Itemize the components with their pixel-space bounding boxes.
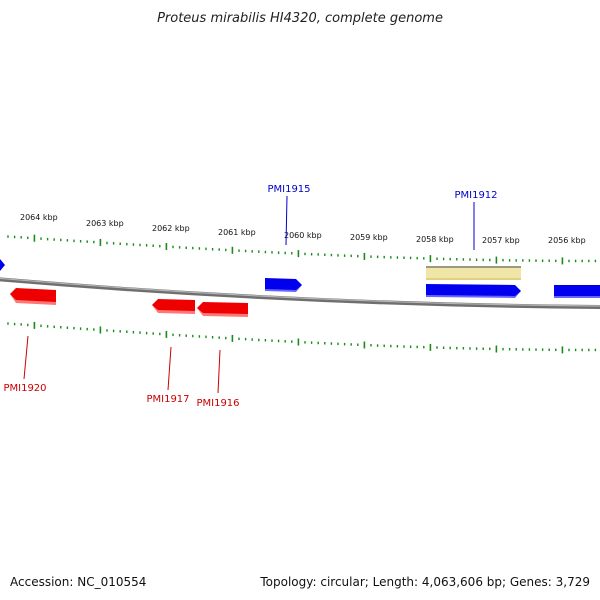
scale-label: 2057 kbp: [482, 236, 520, 245]
genome-backbone: [0, 277, 600, 309]
leader-line-pmi1917: [167, 346, 172, 391]
scale-label: 2063 kbp: [86, 219, 124, 228]
scale-label: 2059 kbp: [350, 233, 388, 242]
gene-arrow-pmi1915[interactable]: [265, 278, 302, 292]
gene-label-pmi1917[interactable]: PMI1917: [146, 394, 189, 405]
scale-labels: 2064 kbp 2063 kbp 2062 kbp 2061 kbp 2060…: [20, 213, 586, 245]
leader-line-pmi1915: [285, 195, 288, 246]
leader-line-pmi1920: [23, 335, 29, 380]
scale-label: 2062 kbp: [152, 224, 190, 233]
accession-text: Accession: NC_010554: [10, 575, 146, 589]
gene-arrow-pmi1920[interactable]: [10, 288, 56, 305]
scale-label: 2061 kbp: [218, 228, 256, 237]
gene-arrow-forward[interactable]: [0, 259, 5, 271]
gene-arrow-pmi1916[interactable]: [197, 302, 248, 317]
page-title: Proteus mirabilis HI4320, complete genom…: [157, 11, 443, 26]
upper-tick-track: [7, 234, 597, 265]
gene-arrow-pmi1917[interactable]: [152, 299, 195, 314]
scale-label: 2064 kbp: [20, 213, 58, 222]
forward-genes: [0, 259, 600, 298]
gene-label-pmi1920[interactable]: PMI1920: [3, 383, 46, 394]
reverse-genes: [10, 288, 248, 317]
lower-tick-track: [7, 321, 597, 354]
scale-label: 2060 kbp: [284, 231, 322, 240]
gene-arrow-forward-right[interactable]: [554, 285, 600, 298]
highlight-feature[interactable]: [426, 266, 521, 280]
gene-label-pmi1916[interactable]: PMI1916: [196, 398, 239, 409]
leader-line-pmi1916: [217, 349, 221, 394]
topology-text: Topology: circular; Length: 4,063,606 bp…: [259, 575, 590, 589]
gene-arrow-pmi1912[interactable]: [426, 284, 521, 298]
scale-label: 2058 kbp: [416, 235, 454, 244]
label-leaders: [23, 195, 475, 394]
gene-label-pmi1912[interactable]: PMI1912: [454, 190, 497, 201]
scale-label: 2056 kbp: [548, 236, 586, 245]
gene-label-pmi1915[interactable]: PMI1915: [267, 184, 310, 195]
genome-backbone-highlight: [0, 277, 600, 307]
